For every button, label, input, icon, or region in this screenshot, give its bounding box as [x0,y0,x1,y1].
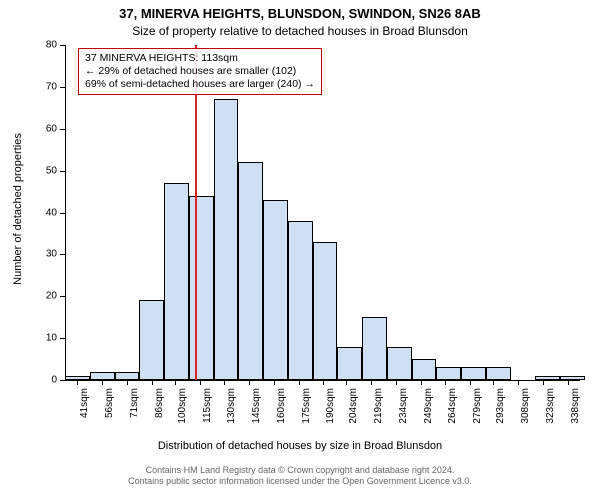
y-tick-mark [60,338,65,339]
x-tick-label: 175sqm [301,388,312,438]
histogram-bar [387,347,412,381]
x-tick-mark [323,380,324,385]
histogram-bar [461,367,486,380]
x-tick-label: 41sqm [79,388,90,438]
x-tick-mark [470,380,471,385]
x-tick-mark [543,380,544,385]
y-tick-label: 50 [33,165,57,176]
y-tick-label: 30 [33,249,57,260]
x-tick-label: 323sqm [545,388,556,438]
y-axis-line [65,45,66,380]
x-tick-label: 115sqm [202,388,213,438]
x-axis-label: Distribution of detached houses by size … [0,440,600,452]
x-tick-label: 234sqm [398,388,409,438]
chart-title: 37, MINERVA HEIGHTS, BLUNSDON, SWINDON, … [0,6,600,21]
histogram-bar [214,99,239,380]
y-tick-label: 40 [33,207,57,218]
x-tick-mark [346,380,347,385]
info-line-2: ← 29% of detached houses are smaller (10… [85,65,315,78]
y-tick-label: 20 [33,291,57,302]
y-tick-label: 0 [33,375,57,386]
x-tick-mark [175,380,176,385]
y-tick-mark [60,380,65,381]
x-tick-mark [371,380,372,385]
histogram-bar [238,162,263,380]
x-tick-label: 308sqm [520,388,531,438]
x-tick-label: 279sqm [472,388,483,438]
histogram-bar [486,367,511,380]
y-tick-mark [60,129,65,130]
footer-line-1: Contains HM Land Registry data © Crown c… [0,465,600,476]
histogram-bar [313,242,338,380]
footer: Contains HM Land Registry data © Crown c… [0,465,600,487]
x-tick-label: 100sqm [177,388,188,438]
y-tick-label: 70 [33,81,57,92]
y-tick-mark [60,296,65,297]
x-tick-mark [518,380,519,385]
x-tick-mark [493,380,494,385]
footer-line-2: Contains public sector information licen… [0,476,600,487]
y-tick-label: 80 [33,40,57,51]
chart-container: { "title": "37, MINERVA HEIGHTS, BLUNSDO… [0,0,600,500]
x-tick-label: 56sqm [104,388,115,438]
x-tick-label: 219sqm [373,388,384,438]
x-tick-mark [274,380,275,385]
x-tick-label: 145sqm [251,388,262,438]
x-tick-mark [299,380,300,385]
x-tick-mark [421,380,422,385]
x-tick-label: 86sqm [154,388,165,438]
histogram-bar [436,367,461,380]
chart-subtitle: Size of property relative to detached ho… [0,24,600,38]
x-tick-mark [568,380,569,385]
y-tick-mark [60,87,65,88]
x-tick-label: 130sqm [226,388,237,438]
histogram-bar [288,221,313,380]
x-tick-label: 249sqm [423,388,434,438]
x-tick-label: 71sqm [129,388,140,438]
x-tick-mark [152,380,153,385]
info-line-3: 69% of semi-detached houses are larger (… [85,78,315,91]
histogram-bar [412,359,437,380]
histogram-bar [263,200,288,380]
y-tick-label: 60 [33,123,57,134]
x-tick-mark [224,380,225,385]
x-tick-label: 204sqm [348,388,359,438]
x-tick-label: 293sqm [495,388,506,438]
info-line-1: 37 MINERVA HEIGHTS: 113sqm [85,52,315,65]
histogram-bar [115,372,140,380]
x-tick-mark [445,380,446,385]
x-tick-label: 338sqm [570,388,581,438]
histogram-bar [189,196,214,380]
x-tick-mark [200,380,201,385]
histogram-bar [139,300,164,380]
y-tick-mark [60,45,65,46]
y-tick-mark [60,254,65,255]
info-box: 37 MINERVA HEIGHTS: 113sqm ← 29% of deta… [78,48,322,95]
x-tick-mark [77,380,78,385]
y-tick-label: 10 [33,333,57,344]
histogram-bar [362,317,387,380]
y-tick-mark [60,171,65,172]
y-tick-mark [60,213,65,214]
histogram-bar [90,372,115,380]
x-tick-mark [102,380,103,385]
x-tick-label: 160sqm [276,388,287,438]
x-tick-label: 190sqm [325,388,336,438]
x-tick-mark [396,380,397,385]
x-tick-label: 264sqm [447,388,458,438]
x-tick-mark [249,380,250,385]
x-tick-mark [127,380,128,385]
histogram-bar [337,347,362,381]
histogram-bar [164,183,189,380]
y-axis-label: Number of detached properties [12,119,24,299]
